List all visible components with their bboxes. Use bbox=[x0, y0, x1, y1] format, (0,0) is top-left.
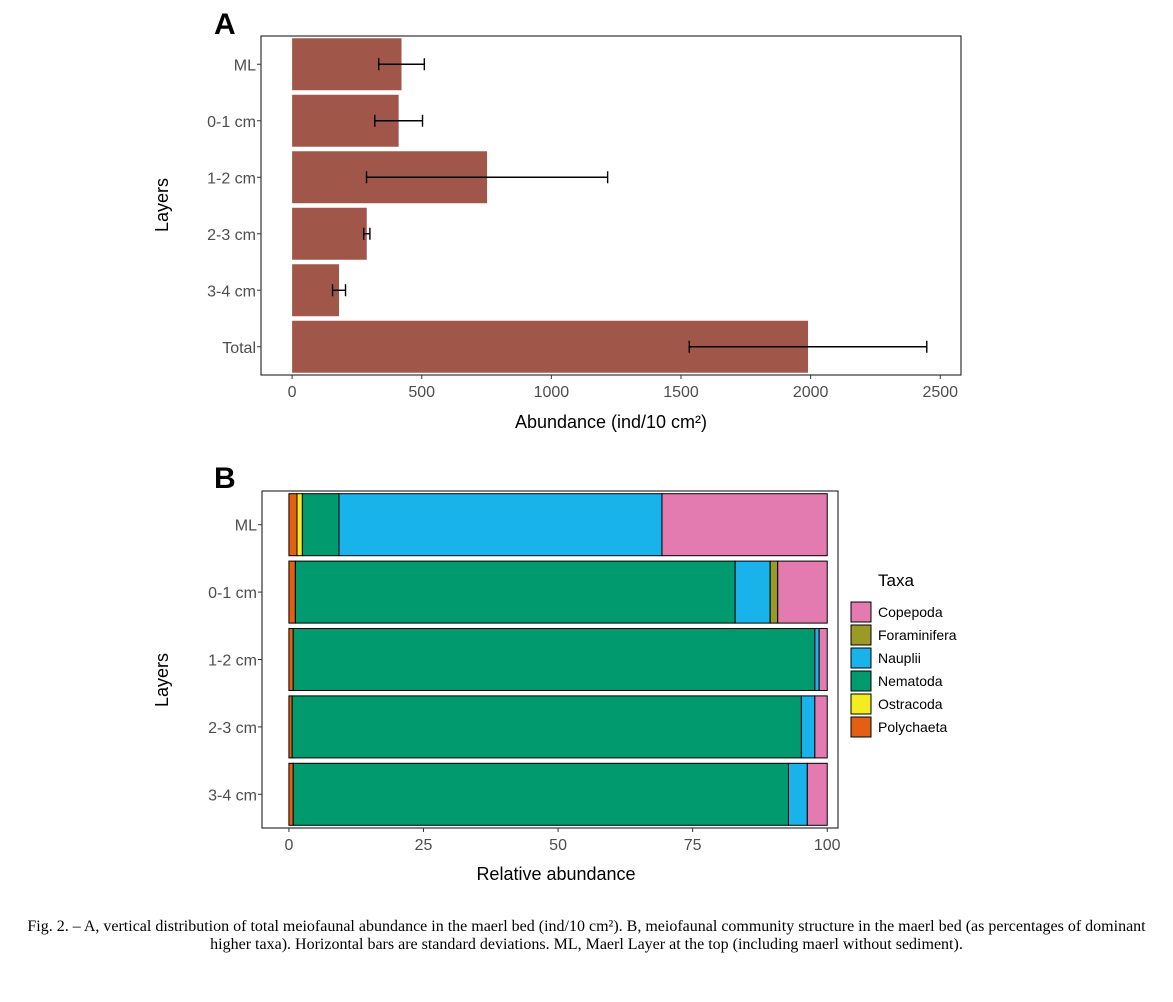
segment-nematoda-2-3-cm bbox=[291, 695, 802, 759]
error-bar-a-1-2-cm bbox=[365, 171, 609, 184]
panel-a-y-axis-title: Layers bbox=[152, 178, 172, 232]
x-tick-label-b-0: 0 bbox=[284, 837, 293, 854]
legend-label-copepoda: Copepoda bbox=[878, 604, 943, 620]
segment-polychaeta-1-2-cm bbox=[288, 627, 294, 692]
panel-a-label: A bbox=[214, 8, 236, 41]
panel-a-x-axis: 0 500 1000 1500 2000 2500 bbox=[288, 375, 958, 401]
legend-item-polychaeta: Polychaeta bbox=[850, 716, 947, 738]
segment-nematoda-3-4-cm bbox=[292, 762, 789, 826]
panel-b-y-axis: ML 0-1 cm 1-2 cm 2-3 cm 3-4 cm bbox=[208, 518, 262, 804]
segment-ostracoda-ml bbox=[296, 493, 303, 557]
segment-nematoda-1-2-cm bbox=[292, 627, 816, 692]
error-bar-a-ml bbox=[378, 58, 426, 71]
y-tick-label-b-2-3-cm: 2-3 cm bbox=[208, 720, 257, 737]
x-tick-label-a-2000: 2000 bbox=[793, 384, 829, 401]
error-bar-a-total bbox=[688, 340, 928, 353]
bar-a-2-3-cm bbox=[292, 207, 367, 260]
panel-b-x-axis: 0 25 50 75 100 bbox=[284, 828, 841, 854]
x-tick-label-a-1000: 1000 bbox=[534, 384, 570, 401]
x-tick-label-a-500: 500 bbox=[408, 384, 435, 401]
segment-nauplii-2-3-cm bbox=[800, 695, 816, 759]
error-bar-a-0-1-cm bbox=[374, 114, 424, 127]
segment-copepoda-0-1-cm bbox=[777, 560, 828, 624]
x-tick-label-a-1500: 1500 bbox=[663, 384, 699, 401]
x-tick-label-b-50: 50 bbox=[549, 837, 567, 854]
panel-b-plot bbox=[288, 493, 828, 826]
legend-swatch-ostracoda bbox=[850, 693, 872, 715]
segment-nauplii-0-1-cm bbox=[734, 560, 771, 624]
legend-item-copepoda: Copepoda bbox=[850, 601, 943, 623]
x-tick-label-b-25: 25 bbox=[415, 837, 433, 854]
legend-swatch-foraminifera bbox=[850, 624, 872, 646]
y-tick-label-a-1-2-cm: 1-2 cm bbox=[207, 170, 256, 187]
segment-foraminifera-0-1-cm bbox=[769, 560, 779, 624]
legend: Taxa Copepoda Foraminifera Nauplii Nematoda… bbox=[850, 571, 957, 738]
legend-label-foraminifera: Foraminifera bbox=[878, 627, 957, 643]
legend-label-ostracoda: Ostracoda bbox=[878, 696, 943, 712]
legend-item-ostracoda: Ostracoda bbox=[850, 693, 943, 715]
error-bar-a-2-3-cm bbox=[362, 227, 371, 240]
panel-a-y-axis: ML 0-1 cm 1-2 cm 2-3 cm 3-4 cm Total bbox=[207, 57, 261, 357]
segment-nematoda-ml bbox=[301, 493, 340, 557]
panel-a-plot bbox=[292, 38, 928, 373]
x-tick-label-b-75: 75 bbox=[684, 837, 702, 854]
x-tick-label-b-100: 100 bbox=[814, 837, 841, 854]
legend-label-polychaeta: Polychaeta bbox=[878, 719, 947, 735]
segment-copepoda-3-4-cm bbox=[806, 762, 828, 826]
segment-nematoda-0-1-cm bbox=[294, 560, 736, 624]
legend-item-nauplii: Nauplii bbox=[850, 647, 921, 669]
panel-b-x-axis-title: Relative abundance bbox=[476, 864, 635, 884]
stacked-bar-b-2-3-cm bbox=[288, 695, 828, 759]
legend-label-nauplii: Nauplii bbox=[878, 650, 921, 666]
stacked-bar-b-3-4-cm bbox=[288, 762, 828, 826]
segment-copepoda-ml bbox=[661, 493, 828, 557]
x-tick-label-a-2500: 2500 bbox=[922, 384, 958, 401]
legend-item-foraminifera: Foraminifera bbox=[850, 624, 957, 646]
legend-label-nematoda: Nematoda bbox=[878, 673, 943, 689]
legend-title: Taxa bbox=[878, 571, 914, 590]
y-tick-label-a-total: Total bbox=[222, 340, 256, 357]
segment-polychaeta-ml bbox=[288, 493, 298, 557]
segment-nauplii-ml bbox=[338, 493, 663, 557]
segment-nauplii-3-4-cm bbox=[787, 762, 808, 826]
segment-copepoda-1-2-cm bbox=[818, 627, 828, 692]
y-tick-label-a-2-3-cm: 2-3 cm bbox=[207, 227, 256, 244]
legend-swatch-nematoda bbox=[850, 670, 872, 692]
y-tick-label-b-1-2-cm: 1-2 cm bbox=[208, 653, 257, 670]
panel-b-y-axis-title: Layers bbox=[152, 653, 172, 707]
y-tick-label-b-0-1-cm: 0-1 cm bbox=[208, 585, 257, 602]
legend-swatch-copepoda bbox=[850, 601, 872, 623]
x-tick-label-a-0: 0 bbox=[288, 384, 297, 401]
y-tick-label-a-0-1-cm: 0-1 cm bbox=[207, 114, 256, 131]
y-tick-label-a-ml: ML bbox=[234, 57, 256, 74]
y-tick-label-b-3-4-cm: 3-4 cm bbox=[208, 787, 257, 804]
legend-swatch-polychaeta bbox=[850, 716, 872, 738]
legend-item-nematoda: Nematoda bbox=[850, 670, 943, 692]
figure-caption: Fig. 2. – A, vertical distribution of to… bbox=[27, 918, 1146, 953]
panel-b-label: B bbox=[214, 462, 236, 495]
stacked-bar-b-0-1-cm bbox=[288, 560, 828, 624]
segment-polychaeta-0-1-cm bbox=[288, 560, 296, 624]
stacked-bar-b-1-2-cm bbox=[288, 627, 828, 692]
segment-copepoda-2-3-cm bbox=[814, 695, 828, 759]
error-bar-a-3-4-cm bbox=[331, 284, 347, 297]
segment-polychaeta-3-4-cm bbox=[288, 762, 294, 826]
panel-a-frame bbox=[260, 35, 962, 376]
bar-a-3-4-cm bbox=[292, 264, 340, 317]
legend-swatch-nauplii bbox=[850, 647, 872, 669]
segment-nauplii-1-2-cm bbox=[814, 627, 820, 692]
stacked-bar-b-ml bbox=[288, 493, 828, 557]
panel-a-x-axis-title: Abundance (ind/10 cm²) bbox=[515, 412, 707, 432]
y-tick-label-a-3-4-cm: 3-4 cm bbox=[207, 283, 256, 300]
y-tick-label-b-ml: ML bbox=[235, 518, 257, 535]
